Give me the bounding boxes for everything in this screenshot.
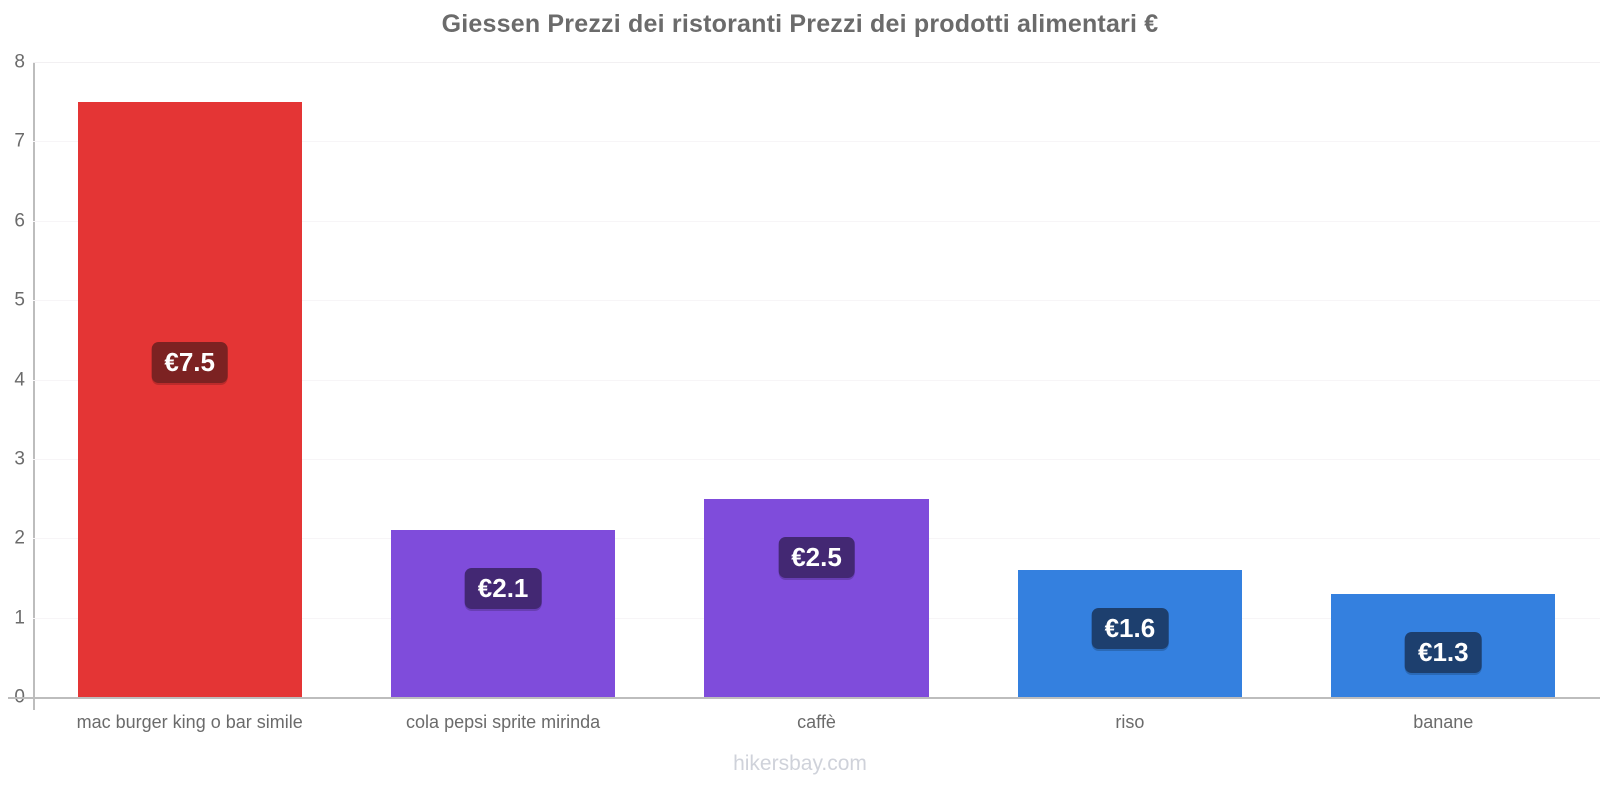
gridline xyxy=(33,379,1600,381)
plot-area xyxy=(33,62,1600,697)
y-axis-tick-label: 6 xyxy=(14,210,25,232)
y-axis-tick-label: 7 xyxy=(14,130,25,152)
y-axis-tick-label: 1 xyxy=(14,607,25,629)
bar-value-label: €1.6 xyxy=(1091,608,1169,649)
gridline xyxy=(33,458,1600,460)
x-axis-category-label: banane xyxy=(1413,712,1474,732)
footer-credit: hikersbay.com xyxy=(733,752,867,775)
x-axis-category-label: mac burger king o bar simile xyxy=(76,712,303,732)
y-axis-tick-label: 2 xyxy=(14,527,25,549)
y-axis-tick-label: 4 xyxy=(14,369,25,390)
chart-title: Giessen Prezzi dei ristoranti Prezzi dei… xyxy=(441,10,1159,38)
bar[interactable] xyxy=(704,498,929,697)
gridline xyxy=(33,62,1600,63)
x-axis-category-label: riso xyxy=(1115,712,1145,732)
gridline xyxy=(33,141,1600,143)
y-axis-tick-label: 5 xyxy=(14,289,25,311)
y-axis-tick-label: 8 xyxy=(14,51,25,73)
bar[interactable] xyxy=(391,530,616,697)
y-axis-tick-label: 3 xyxy=(14,448,25,470)
bar-value-label: €2.1 xyxy=(464,568,542,610)
x-axis-origin-tick xyxy=(33,697,35,710)
bar-value-label: €7.5 xyxy=(151,341,228,383)
gridline xyxy=(33,300,1600,302)
x-axis-category-label: caffè xyxy=(797,712,836,732)
x-axis-category-label: cola pepsi sprite mirinda xyxy=(406,712,601,732)
bar[interactable] xyxy=(77,101,302,697)
bar-value-label: €1.3 xyxy=(1404,631,1482,673)
gridline xyxy=(33,220,1600,222)
y-axis-tick-labels: 012345678 xyxy=(0,53,25,707)
bar-value-label: €2.5 xyxy=(778,536,855,578)
x-axis-line xyxy=(8,697,1600,699)
